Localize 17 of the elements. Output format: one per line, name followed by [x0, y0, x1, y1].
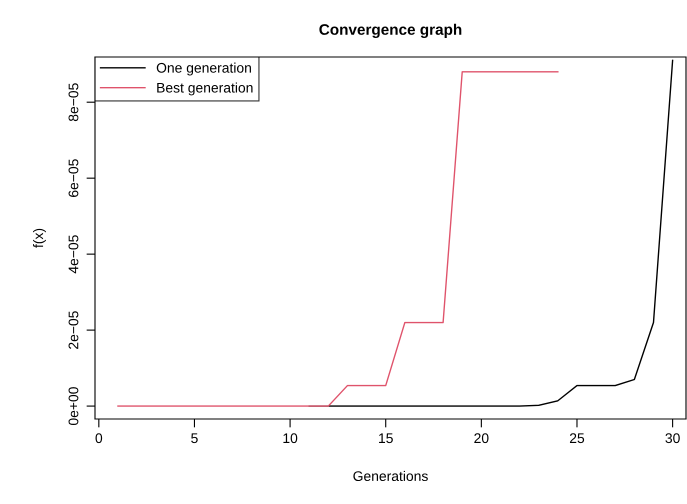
y-axis-title: f(x) — [32, 228, 46, 248]
x-tick-label: 0 — [96, 433, 102, 444]
x-axis-title: Generations — [353, 470, 428, 482]
y-tick-label: 6e−05 — [68, 159, 78, 197]
y-tick-label: 8e−05 — [68, 83, 78, 122]
x-tick-label: 15 — [379, 433, 393, 444]
x-tick-label: 30 — [665, 433, 680, 444]
x-tick-label: 5 — [191, 433, 198, 444]
x-tick-label: 25 — [570, 433, 584, 444]
y-tick-label: 4e−05 — [68, 235, 78, 274]
legend-label: One generation — [156, 62, 251, 76]
x-tick-label: 20 — [474, 433, 489, 444]
legend-label: Best generation — [157, 82, 252, 96]
y-tick-label: 0e+00 — [68, 387, 78, 426]
y-tick-label: 2e−05 — [68, 311, 78, 349]
x-tick-label: 10 — [283, 433, 298, 444]
chart-title: Convergence graph — [319, 24, 462, 38]
